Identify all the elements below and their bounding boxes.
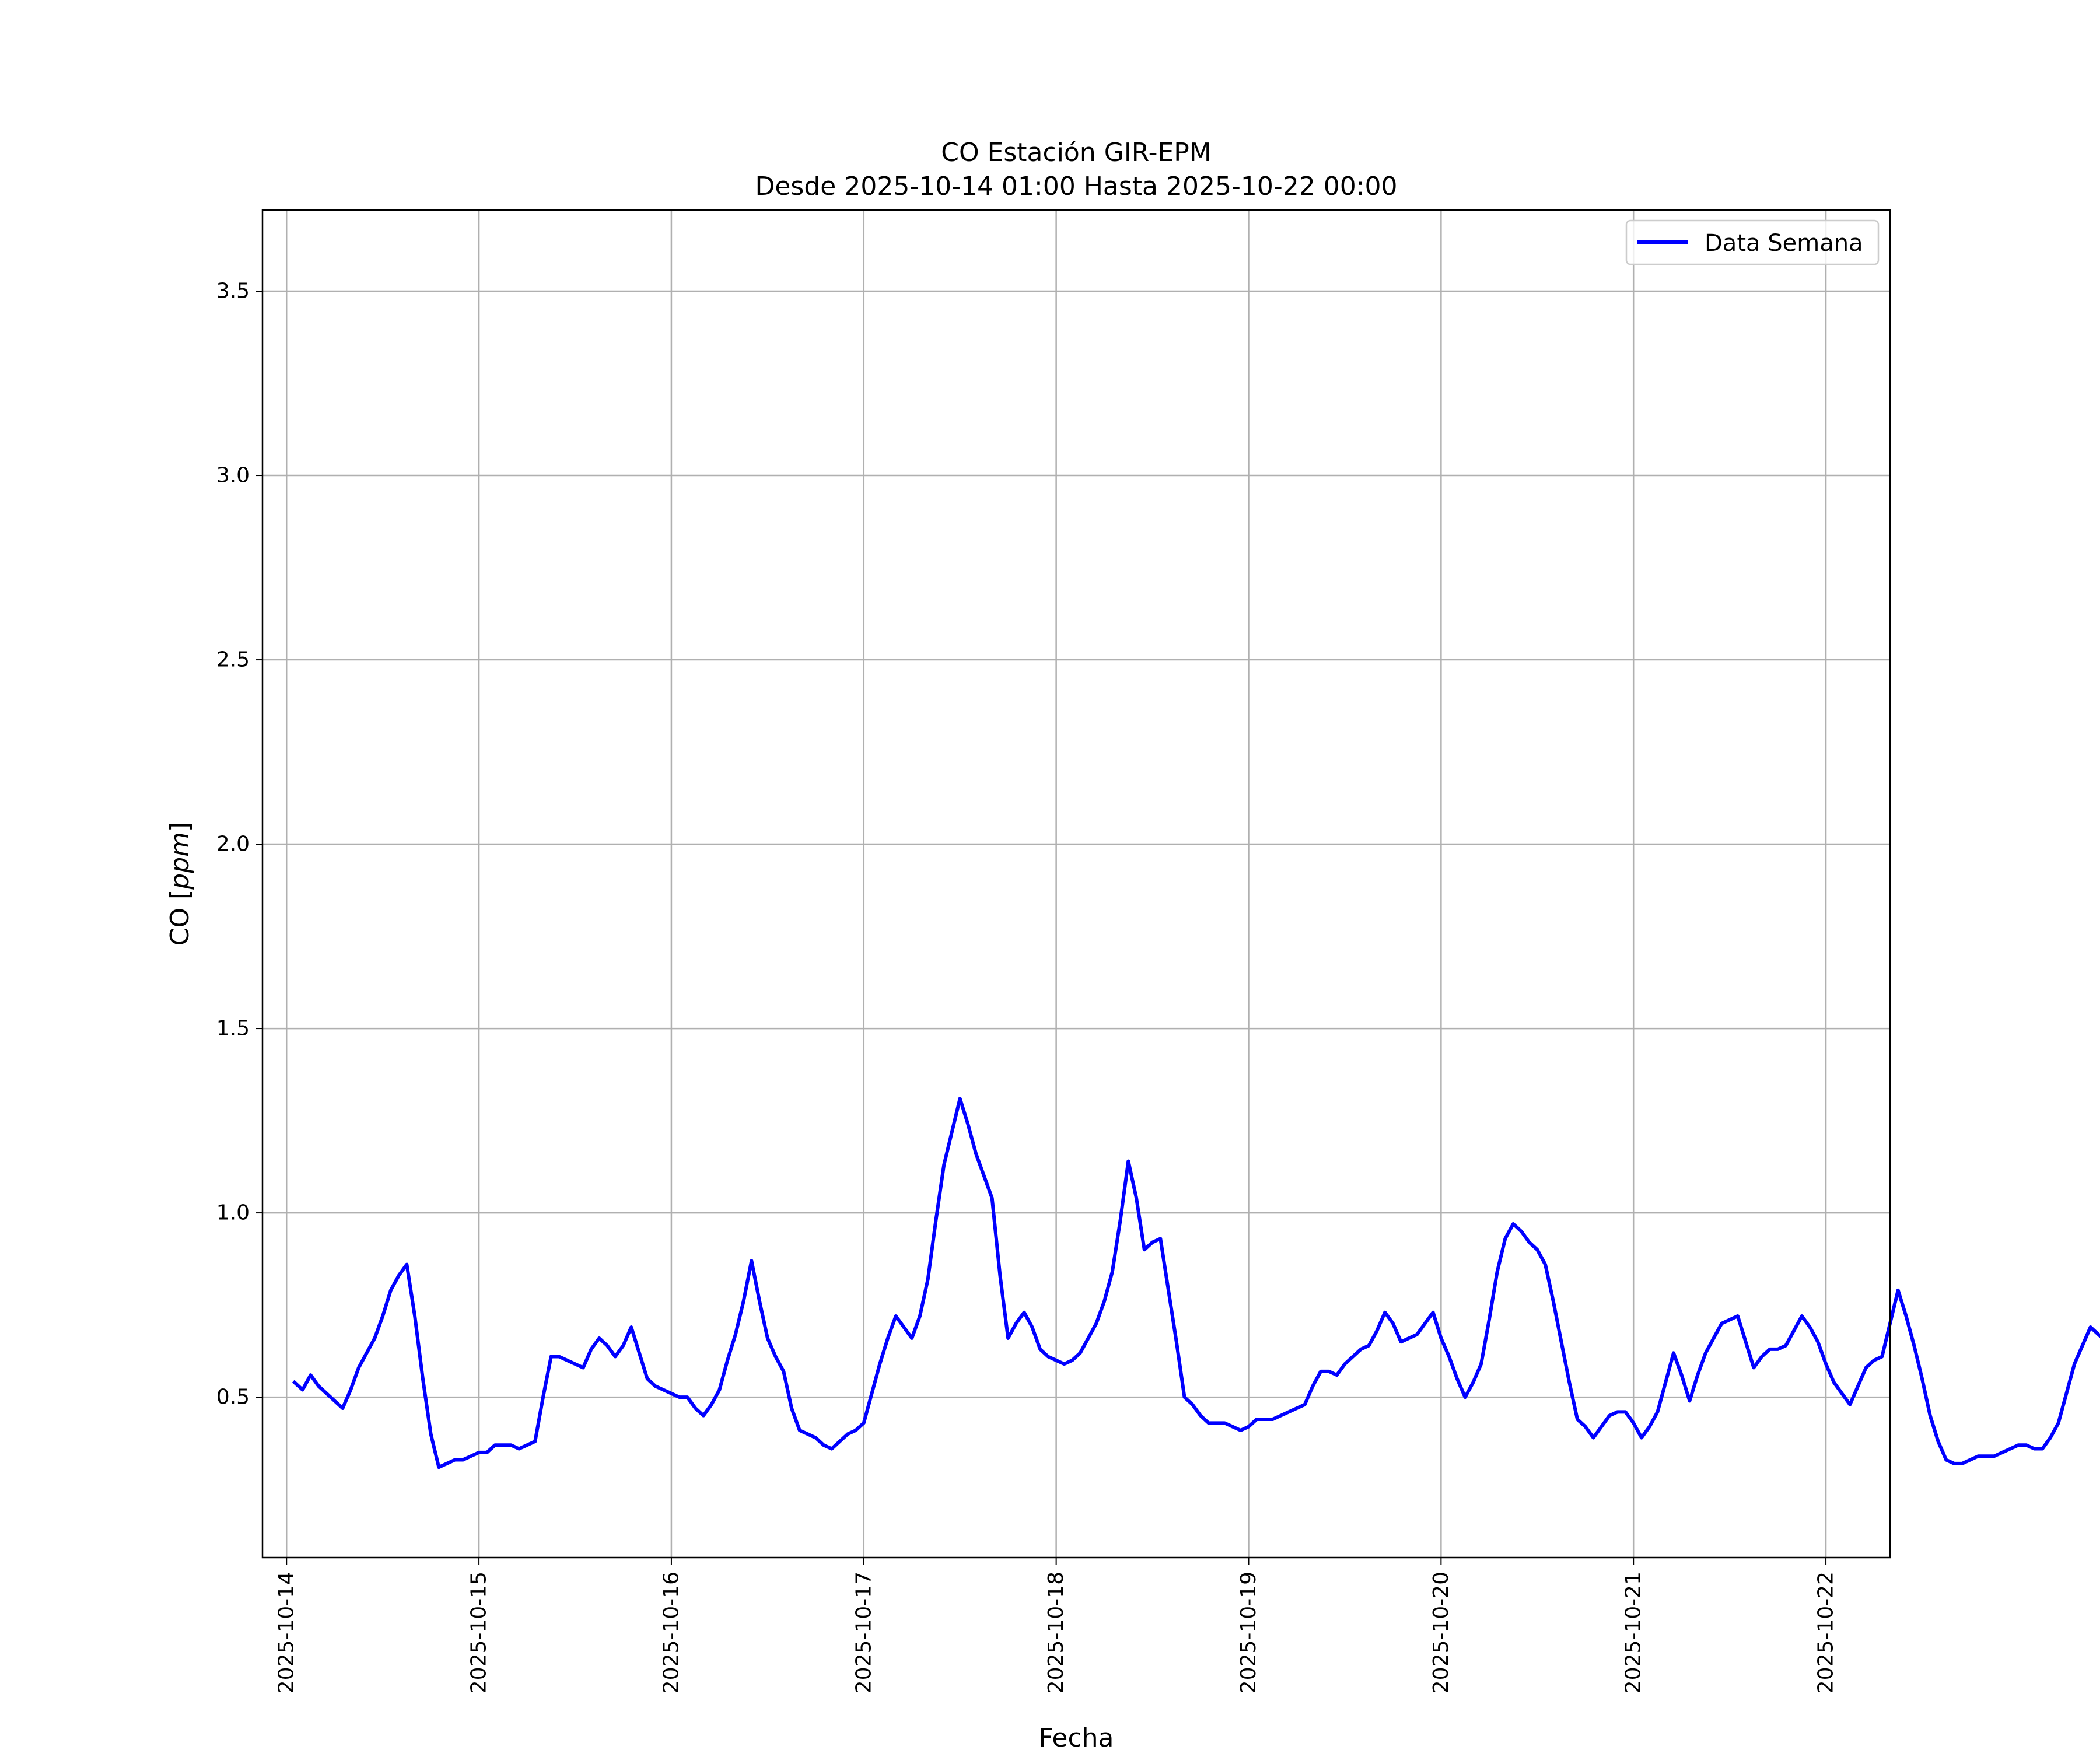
y-tick-label: 2.0	[216, 832, 250, 856]
y-axis-label-main: CO [	[165, 890, 195, 946]
y-tick-label: 0.5	[216, 1385, 250, 1409]
y-axis-label-unit: ppm	[165, 832, 195, 890]
y-tick-label: 3.5	[216, 279, 250, 303]
legend: Data Semana	[1625, 219, 1880, 265]
y-axis-label-close: ]	[165, 822, 195, 832]
y-tick-label: 1.5	[216, 1017, 250, 1041]
x-tick-label: 2025-10-17	[852, 1572, 876, 1693]
x-tick-label: 2025-10-18	[1044, 1572, 1068, 1693]
x-tick-label: 2025-10-15	[467, 1572, 491, 1693]
x-tick-label: 2025-10-16	[659, 1572, 683, 1693]
y-tick-label: 2.5	[216, 648, 250, 672]
y-axis-label: CO [ppm]	[165, 822, 195, 946]
plot-frame	[261, 209, 1891, 1559]
x-tick-label: 2025-10-22	[1814, 1572, 1838, 1693]
x-axis-label: Fecha	[1038, 1723, 1114, 1750]
legend-frame	[1625, 219, 1880, 265]
series-line-data-semana	[292, 1097, 2100, 1469]
x-tick-label: 2025-10-21	[1622, 1572, 1646, 1693]
chart-subtitle: Desde 2025-10-14 01:00 Hasta 2025-10-22 …	[755, 172, 1397, 201]
y-tick-label: 1.0	[216, 1201, 250, 1225]
y-tick-label: 3.0	[216, 464, 250, 488]
x-tick-label: 2025-10-14	[275, 1572, 299, 1693]
x-tick-label: 2025-10-20	[1429, 1572, 1453, 1693]
legend-label: Data Semana	[1704, 230, 1863, 257]
x-tick-label: 2025-10-19	[1237, 1572, 1261, 1693]
chart-title: CO Estación GIR-EPM	[941, 138, 1212, 167]
